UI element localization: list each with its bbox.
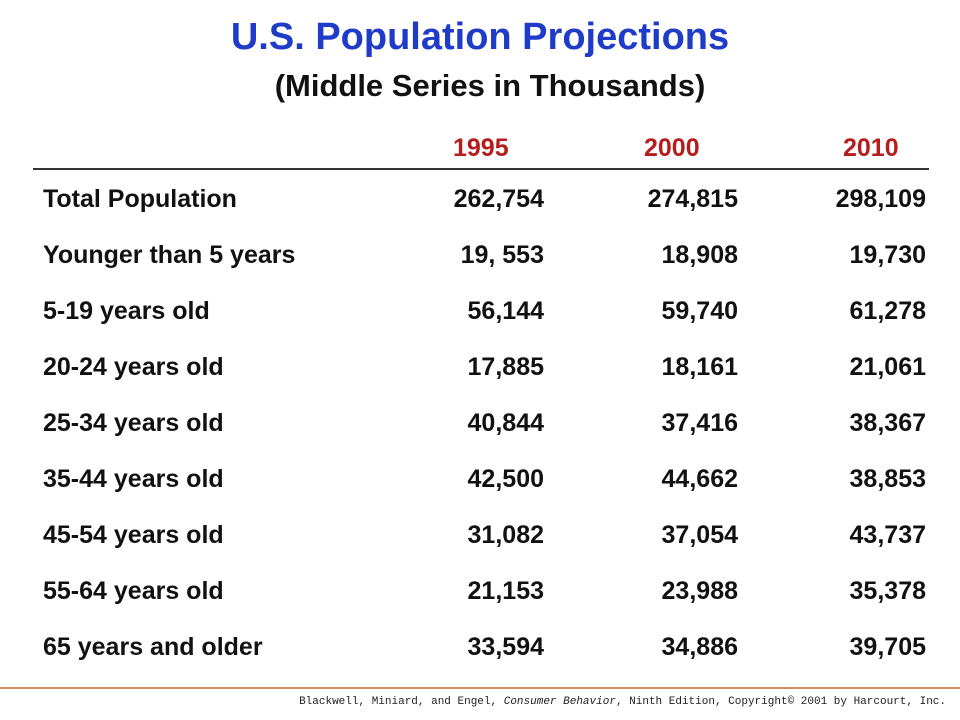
table-row: Younger than 5 years 19, 553 18,908 19,7…	[0, 232, 960, 278]
value-2010: 61,278	[849, 297, 926, 325]
value-2010: 19,730	[849, 241, 926, 269]
row-label: 20-24 years old	[43, 353, 224, 381]
value-2010: 21,061	[849, 353, 926, 381]
value-2010: 35,378	[849, 577, 926, 605]
footer-divider	[0, 687, 960, 689]
table-row: 20-24 years old 17,885 18,161 21,061	[0, 344, 960, 390]
table-row: Total Population 262,754 274,815 298,109	[0, 176, 960, 222]
value-2000: 34,886	[661, 633, 738, 661]
row-label: Total Population	[43, 185, 237, 213]
value-1995: 17,885	[467, 353, 544, 381]
column-header-1995: 1995	[453, 134, 509, 162]
value-2000: 23,988	[661, 577, 738, 605]
row-label: Younger than 5 years	[43, 241, 296, 269]
column-header-2010: 2010	[843, 134, 899, 162]
value-2000: 37,054	[661, 521, 738, 549]
table-row: 45-54 years old 31,082 37,054 43,737	[0, 512, 960, 558]
footer-book-title: Consumer Behavior	[503, 696, 616, 708]
value-2010: 298,109	[835, 185, 926, 213]
row-label: 5-19 years old	[43, 297, 210, 325]
value-2010: 39,705	[849, 633, 926, 661]
table-row: 35-44 years old 42,500 44,662 38,853	[0, 456, 960, 502]
value-1995: 56,144	[467, 297, 544, 325]
value-1995: 21,153	[467, 577, 544, 605]
value-2010: 38,853	[849, 465, 926, 493]
value-2000: 274,815	[647, 185, 738, 213]
value-1995: 33,594	[467, 633, 544, 661]
footer-suffix: , Ninth Edition, Copyright© 2001 by Harc…	[615, 696, 946, 708]
value-2010: 38,367	[849, 409, 926, 437]
value-1995: 19, 553	[460, 241, 544, 269]
table-row: 65 years and older 33,594 34,886 39,705	[0, 624, 960, 670]
header-divider	[33, 168, 929, 170]
copyright-footer: Blackwell, Miniard, and Engel, Consumer …	[299, 696, 946, 708]
row-label: 25-34 years old	[43, 409, 224, 437]
page-subtitle: (Middle Series in Thousands)	[274, 68, 706, 103]
value-2000: 44,662	[661, 465, 738, 493]
value-2010: 43,737	[849, 521, 926, 549]
row-label: 55-64 years old	[43, 577, 224, 605]
value-1995: 42,500	[467, 465, 544, 493]
column-header-row: 1995 2000 2010	[0, 128, 960, 168]
value-1995: 31,082	[467, 521, 544, 549]
row-label: 45-54 years old	[43, 521, 224, 549]
table-row: 5-19 years old 56,144 59,740 61,278	[0, 288, 960, 334]
value-1995: 40,844	[467, 409, 544, 437]
footer-prefix: Blackwell, Miniard, and Engel,	[299, 696, 504, 708]
value-1995: 262,754	[453, 185, 544, 213]
table-row: 25-34 years old 40,844 37,416 38,367	[0, 400, 960, 446]
value-2000: 59,740	[661, 297, 738, 325]
value-2000: 18,161	[661, 353, 738, 381]
page-title: U.S. Population Projections	[230, 16, 730, 58]
row-label: 65 years and older	[43, 633, 263, 661]
row-label: 35-44 years old	[43, 465, 224, 493]
value-2000: 37,416	[661, 409, 738, 437]
value-2000: 18,908	[661, 241, 738, 269]
column-header-2000: 2000	[644, 134, 700, 162]
table-row: 55-64 years old 21,153 23,988 35,378	[0, 568, 960, 614]
